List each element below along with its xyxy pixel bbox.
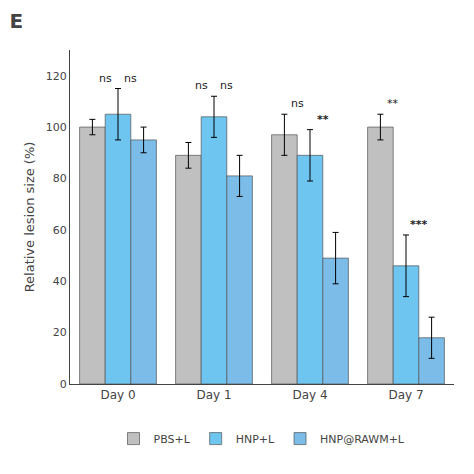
- svg-text:Relative lesion size (%): Relative lesion size (%): [22, 142, 37, 293]
- svg-text:Day 7: Day 7: [388, 388, 423, 402]
- svg-text:HNP+L: HNP+L: [236, 433, 275, 446]
- svg-text:ns: ns: [195, 79, 208, 92]
- svg-text:60: 60: [53, 224, 67, 237]
- svg-text:**: **: [387, 97, 399, 110]
- svg-text:Day 4: Day 4: [292, 388, 327, 402]
- svg-text:HNP@RAWM+L: HNP@RAWM+L: [320, 433, 405, 446]
- svg-text:***: ***: [410, 218, 428, 231]
- svg-text:100: 100: [46, 121, 67, 134]
- svg-text:0: 0: [60, 378, 67, 391]
- svg-text:40: 40: [53, 275, 67, 288]
- svg-text:ns: ns: [220, 79, 233, 92]
- svg-text:**: **: [317, 113, 329, 126]
- svg-text:120: 120: [46, 70, 67, 83]
- svg-text:Day 0: Day 0: [100, 388, 135, 402]
- svg-text:80: 80: [53, 172, 67, 185]
- svg-text:E: E: [9, 9, 23, 33]
- svg-text:ns: ns: [99, 72, 112, 85]
- svg-text:ns: ns: [124, 72, 137, 85]
- svg-text:Day 1: Day 1: [196, 388, 231, 402]
- svg-text:20: 20: [53, 326, 67, 339]
- svg-text:ns: ns: [291, 97, 304, 110]
- svg-text:PBS+L: PBS+L: [154, 433, 191, 446]
